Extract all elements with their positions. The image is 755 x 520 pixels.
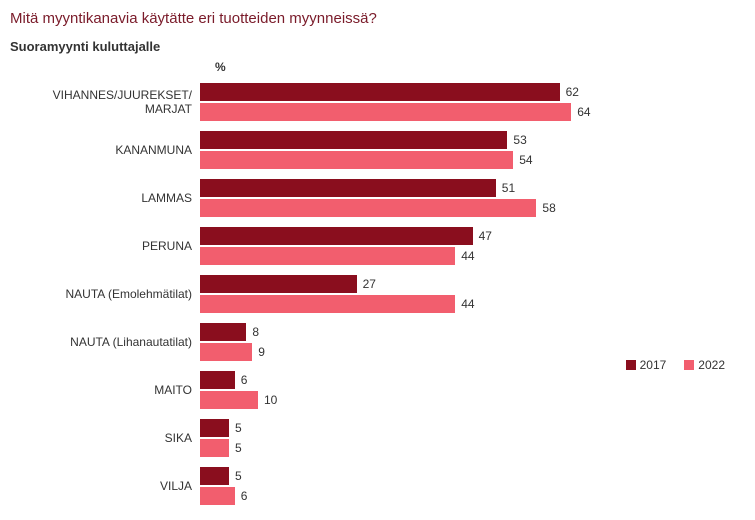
bar-pair: 55 — [200, 418, 745, 458]
bar — [200, 371, 235, 389]
bar-wrap: 8 — [200, 322, 745, 342]
bar — [200, 323, 246, 341]
bar-pair: 5354 — [200, 130, 745, 170]
bar — [200, 151, 513, 169]
legend-swatch-2017 — [626, 360, 636, 370]
category-row: PERUNA 47 44 — [10, 226, 745, 266]
bar-pair: 51 58 — [200, 178, 745, 218]
bar-pair: 47 44 — [200, 226, 745, 266]
legend: 2017 2022 — [626, 358, 725, 372]
bar-wrap: 27 — [200, 274, 745, 294]
bar-value: 62 — [566, 85, 579, 99]
bar-value: 6 — [241, 489, 248, 503]
category-row: MAITO 6 10 — [10, 370, 745, 410]
bar-value: 5 — [235, 421, 242, 435]
bar-value: 5 — [235, 469, 242, 483]
bar-wrap: 64 — [200, 102, 745, 122]
chart-subtitle: Suoramyynti kuluttajalle — [10, 39, 745, 54]
category-row: VILJA56 — [10, 466, 745, 506]
chart-area: VIHANNES/JUUREKSET/MARJAT6264KANANMUNA53… — [10, 82, 745, 506]
bar — [200, 247, 455, 265]
bar-value: 51 — [502, 181, 515, 195]
legend-label-2022: 2022 — [698, 358, 725, 372]
bar-wrap: 10 — [200, 390, 745, 410]
bar — [200, 83, 560, 101]
legend-label-2017: 2017 — [640, 358, 667, 372]
category-row: KANANMUNA5354 — [10, 130, 745, 170]
category-row: NAUTA (Emolehmätilat) 27 44 — [10, 274, 745, 314]
category-label: VILJA — [10, 479, 200, 493]
category-label: NAUTA (Emolehmätilat) — [10, 287, 200, 301]
bar — [200, 199, 536, 217]
bar-value: 6 — [241, 373, 248, 387]
category-row: NAUTA (Lihanautatilat)89 — [10, 322, 745, 362]
bar-wrap: 6 — [200, 370, 745, 390]
bar-value: 5 — [235, 441, 242, 455]
bar-pair: 6 10 — [200, 370, 745, 410]
bar — [200, 103, 571, 121]
bar-wrap: 62 — [200, 82, 745, 102]
bar-value: 8 — [252, 325, 259, 339]
bar — [200, 275, 357, 293]
bar-pair: 27 44 — [200, 274, 745, 314]
bar-wrap: 5 — [200, 466, 745, 486]
bar-wrap: 44 — [200, 246, 745, 266]
bar — [200, 131, 507, 149]
bar-value: 58 — [542, 201, 555, 215]
bar — [200, 487, 235, 505]
bar-wrap: 5 — [200, 418, 745, 438]
bar — [200, 179, 496, 197]
bar-value: 44 — [461, 249, 474, 263]
bar-wrap: 47 — [200, 226, 745, 246]
bar — [200, 227, 473, 245]
category-label: LAMMAS — [10, 191, 200, 205]
bar-value: 53 — [513, 133, 526, 147]
bar-wrap: 6 — [200, 486, 745, 506]
category-label: VIHANNES/JUUREKSET/MARJAT — [10, 88, 200, 117]
bar-value: 54 — [519, 153, 532, 167]
bar-pair: 6264 — [200, 82, 745, 122]
bar-wrap: 51 — [200, 178, 745, 198]
category-row: VIHANNES/JUUREKSET/MARJAT6264 — [10, 82, 745, 122]
chart-title: Mitä myyntikanavia käytätte eri tuotteid… — [10, 10, 745, 27]
category-label: PERUNA — [10, 239, 200, 253]
bar-value: 64 — [577, 105, 590, 119]
bar-pair: 89 — [200, 322, 745, 362]
legend-swatch-2022 — [684, 360, 694, 370]
bar — [200, 467, 229, 485]
category-label: MAITO — [10, 383, 200, 397]
bar — [200, 419, 229, 437]
category-label: NAUTA (Lihanautatilat) — [10, 335, 200, 349]
category-row: SIKA55 — [10, 418, 745, 458]
bar-wrap: 53 — [200, 130, 745, 150]
legend-item-2017: 2017 — [626, 358, 667, 372]
bar-value: 9 — [258, 345, 265, 359]
category-label: KANANMUNA — [10, 143, 200, 157]
bar-wrap: 54 — [200, 150, 745, 170]
bar-value: 44 — [461, 297, 474, 311]
pct-header: % — [215, 60, 745, 74]
bar — [200, 343, 252, 361]
bar-pair: 56 — [200, 466, 745, 506]
category-label: SIKA — [10, 431, 200, 445]
bar-wrap: 44 — [200, 294, 745, 314]
category-row: LAMMAS 51 58 — [10, 178, 745, 218]
bar — [200, 391, 258, 409]
bar — [200, 439, 229, 457]
legend-item-2022: 2022 — [684, 358, 725, 372]
bar-value: 27 — [363, 277, 376, 291]
bar-wrap: 58 — [200, 198, 745, 218]
bar-wrap: 5 — [200, 438, 745, 458]
bar — [200, 295, 455, 313]
bar-value: 10 — [264, 393, 277, 407]
bar-value: 47 — [479, 229, 492, 243]
